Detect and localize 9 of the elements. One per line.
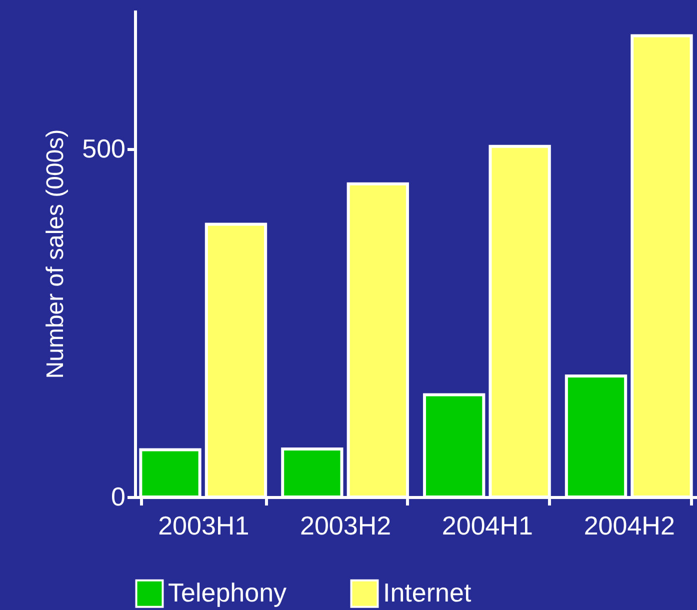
x-tick-label: 2004H2 xyxy=(584,510,675,540)
x-tick-label: 2004H1 xyxy=(442,510,533,540)
legend-label: Telephony xyxy=(168,578,287,608)
y-tick-label: 500 xyxy=(82,134,126,164)
y-axis-title: Number of sales (000s) xyxy=(42,129,70,379)
x-tick-label: 2003H1 xyxy=(158,510,250,540)
x-tick-label: 2003H2 xyxy=(300,510,392,540)
y-tick-label: 0 xyxy=(111,482,126,512)
legend-label: Internet xyxy=(383,578,472,608)
